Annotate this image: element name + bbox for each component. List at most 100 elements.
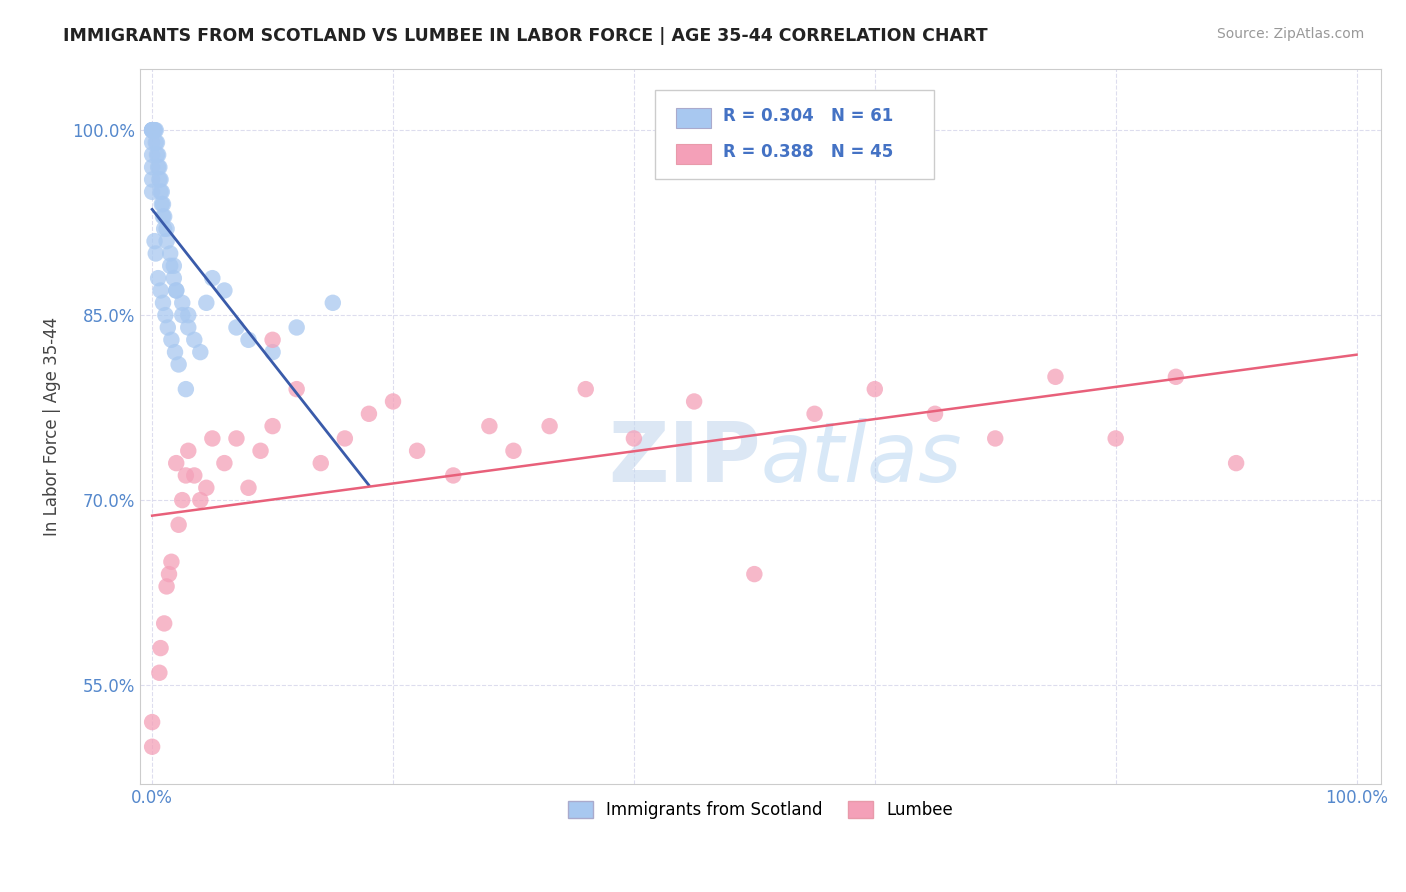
FancyBboxPatch shape xyxy=(655,90,934,179)
Point xyxy=(145,136,167,150)
Point xyxy=(309,456,332,470)
Point xyxy=(163,345,186,359)
Point xyxy=(141,715,163,730)
Point xyxy=(382,394,405,409)
Point xyxy=(155,234,177,248)
Point xyxy=(214,456,236,470)
Point xyxy=(143,123,166,137)
Point xyxy=(152,210,174,224)
Point xyxy=(195,481,218,495)
Text: IMMIGRANTS FROM SCOTLAND VS LUMBEE IN LABOR FORCE | AGE 35-44 CORRELATION CHART: IMMIGRANTS FROM SCOTLAND VS LUMBEE IN LA… xyxy=(63,27,988,45)
Point xyxy=(924,407,946,421)
Point xyxy=(165,456,187,470)
Legend: Immigrants from Scotland, Lumbee: Immigrants from Scotland, Lumbee xyxy=(561,794,959,825)
Point xyxy=(141,172,163,186)
Point xyxy=(153,616,176,631)
Point xyxy=(683,394,706,409)
Point xyxy=(803,407,825,421)
Point xyxy=(357,407,380,421)
Point xyxy=(159,259,181,273)
Point xyxy=(406,443,429,458)
Point xyxy=(172,295,194,310)
Point xyxy=(141,123,163,137)
Point xyxy=(238,333,260,347)
Point xyxy=(141,160,163,174)
Point xyxy=(285,382,308,396)
Point xyxy=(165,284,187,298)
Point xyxy=(623,432,645,446)
Point xyxy=(146,160,169,174)
Point xyxy=(225,320,247,334)
Point xyxy=(863,382,886,396)
Point xyxy=(141,123,163,137)
Point xyxy=(167,517,190,532)
Point xyxy=(145,123,167,137)
Point xyxy=(183,333,205,347)
Point xyxy=(322,295,344,310)
Point xyxy=(502,443,524,458)
Point xyxy=(478,419,501,434)
Point xyxy=(143,123,166,137)
Point xyxy=(146,148,169,162)
Point xyxy=(152,295,174,310)
Point xyxy=(141,123,163,137)
Point xyxy=(160,333,183,347)
Point xyxy=(148,160,170,174)
Point xyxy=(157,567,180,582)
Point xyxy=(141,148,163,162)
Point xyxy=(262,345,284,359)
Point xyxy=(249,443,271,458)
Point xyxy=(285,320,308,334)
Point xyxy=(984,432,1007,446)
Point xyxy=(1164,369,1187,384)
Point xyxy=(1045,369,1067,384)
Point xyxy=(143,234,166,248)
Point xyxy=(174,468,197,483)
Point xyxy=(141,136,163,150)
Point xyxy=(1105,432,1128,446)
Point xyxy=(150,185,173,199)
Point xyxy=(155,579,177,593)
Point xyxy=(262,333,284,347)
Point xyxy=(744,567,766,582)
Point xyxy=(146,271,169,285)
Point xyxy=(188,493,211,508)
Bar xyxy=(676,108,711,128)
Point xyxy=(155,222,177,236)
Point xyxy=(145,246,167,260)
Text: R = 0.388   N = 45: R = 0.388 N = 45 xyxy=(723,144,893,161)
Point xyxy=(575,382,598,396)
Point xyxy=(141,185,163,199)
Point xyxy=(333,432,356,446)
Point xyxy=(262,419,284,434)
Bar xyxy=(676,144,711,163)
Point xyxy=(1225,456,1247,470)
Point xyxy=(201,271,224,285)
Point xyxy=(141,123,163,137)
Point xyxy=(177,320,200,334)
Point xyxy=(153,222,176,236)
Point xyxy=(149,185,172,199)
Point xyxy=(155,308,177,322)
Point xyxy=(177,443,200,458)
Point xyxy=(148,172,170,186)
Point xyxy=(156,320,179,334)
Point xyxy=(163,271,186,285)
Point xyxy=(177,308,200,322)
Point xyxy=(146,136,169,150)
Point xyxy=(159,246,181,260)
Point xyxy=(172,493,194,508)
Point xyxy=(188,345,211,359)
Point xyxy=(214,284,236,298)
Point xyxy=(238,481,260,495)
Point xyxy=(172,308,194,322)
Point xyxy=(201,432,224,446)
Point xyxy=(160,555,183,569)
Point xyxy=(152,197,174,211)
Text: atlas: atlas xyxy=(761,417,962,499)
Point xyxy=(150,197,173,211)
Text: R = 0.304   N = 61: R = 0.304 N = 61 xyxy=(723,107,893,126)
Point xyxy=(174,382,197,396)
Text: Source: ZipAtlas.com: Source: ZipAtlas.com xyxy=(1216,27,1364,41)
Point xyxy=(141,739,163,754)
